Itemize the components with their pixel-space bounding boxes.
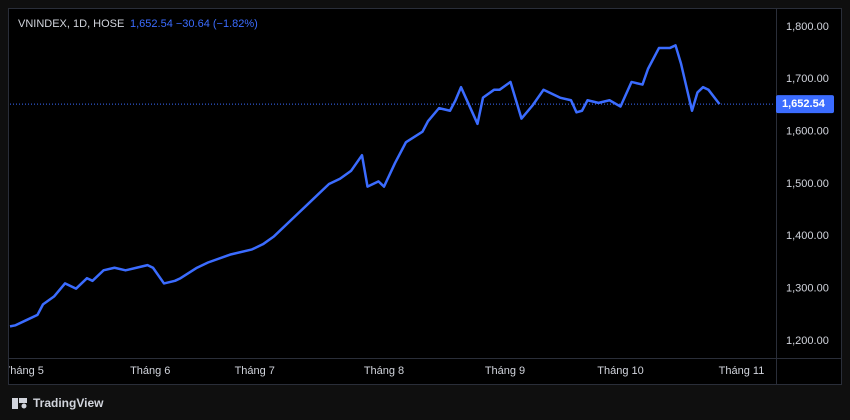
x-tick-label: Tháng 8 [364, 365, 404, 377]
chart-title: VNINDEX, 1D, HOSE [18, 18, 124, 30]
x-tick-label: Tháng 11 [719, 365, 765, 377]
x-tick-label: Tháng 9 [485, 365, 525, 377]
y-tick-label: 1,700.00 [786, 73, 829, 85]
last-price-label: 1,652.54 [782, 98, 826, 110]
y-tick-label: 1,200.00 [786, 335, 829, 347]
y-tick-label: 1,800.00 [786, 21, 829, 33]
x-tick-label: Tháng 10 [597, 365, 643, 377]
last-price-badge [776, 95, 834, 114]
brand-logo [12, 398, 27, 409]
chart-frame [8, 8, 842, 385]
y-tick-label: 1,300.00 [786, 283, 829, 295]
x-tick-label: Tháng 6 [130, 365, 170, 377]
brand: TradingView [33, 396, 104, 410]
x-tick-label: Tháng 7 [235, 365, 275, 377]
y-tick-label: 1,600.00 [786, 126, 829, 138]
x-tick-label: Tháng 5 [4, 365, 44, 377]
plot-area: Tháng 5 Tháng 6 Tháng 7 Tháng 8 Tháng 9 Tháng… [4, 44, 775, 377]
y-tick-label: 1,400.00 [786, 230, 829, 242]
quote: 1,652.54 −30.64 (−1.82%) [130, 18, 258, 30]
price-line [9, 44, 721, 328]
y-tick-label: 1,500.00 [786, 178, 829, 190]
